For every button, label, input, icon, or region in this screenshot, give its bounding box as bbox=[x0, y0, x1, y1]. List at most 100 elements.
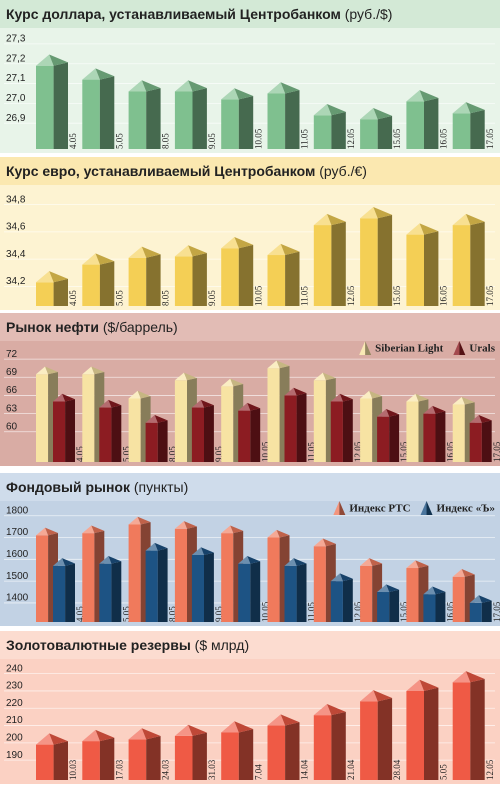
bar bbox=[36, 744, 54, 780]
bar bbox=[313, 225, 332, 306]
x-tick-label: 5.05 bbox=[121, 446, 131, 462]
bar-cap-side bbox=[461, 396, 475, 405]
x-tick-label: 12.05 bbox=[353, 601, 363, 622]
bar bbox=[452, 225, 471, 306]
bar-side bbox=[470, 678, 485, 780]
bar-cap-side bbox=[293, 387, 307, 396]
bar-side bbox=[377, 115, 393, 149]
chart-title: Курс евро, устанавливаемый Центробанком … bbox=[6, 163, 367, 179]
x-tick-label: 21.04 bbox=[346, 759, 356, 780]
bar-cap bbox=[174, 521, 187, 529]
bar-cap bbox=[452, 102, 471, 114]
bar-cap bbox=[82, 729, 100, 742]
chart-title: Фондовый рынок (пункты) bbox=[6, 479, 188, 495]
bar-cap-side bbox=[432, 405, 446, 414]
title-text: Курс доллара, устанавливаемый Центробанк… bbox=[6, 6, 341, 22]
y-tick-label: 1700 bbox=[6, 527, 29, 538]
title-text: Фондовый рынок bbox=[6, 479, 131, 495]
bar-cap-side bbox=[62, 393, 75, 402]
x-tick-label: 9.05 bbox=[214, 606, 224, 622]
panel-header bbox=[0, 157, 500, 185]
bar-side bbox=[53, 62, 68, 149]
panel-header bbox=[0, 313, 500, 341]
bar bbox=[221, 732, 239, 780]
bar-cap-side bbox=[293, 558, 307, 566]
bar-cap-side bbox=[141, 728, 161, 740]
y-tick-label: 34,8 bbox=[6, 194, 26, 205]
bar bbox=[53, 401, 66, 462]
bar bbox=[406, 401, 419, 462]
bar-side bbox=[99, 737, 115, 780]
bar-cap-side bbox=[478, 414, 492, 423]
bar bbox=[469, 422, 482, 462]
bar-cap-side bbox=[230, 378, 244, 387]
bar-cap bbox=[128, 246, 147, 258]
bar-cap bbox=[238, 402, 251, 411]
x-tick-label: 15.05 bbox=[399, 601, 409, 622]
bar-cap-side bbox=[91, 525, 105, 534]
bar-cap bbox=[221, 721, 239, 733]
y-tick-label: 27,3 bbox=[6, 34, 26, 45]
bar-cap-side bbox=[95, 729, 115, 742]
y-tick-label: 200 bbox=[6, 732, 23, 743]
bar bbox=[221, 248, 239, 306]
bar-side bbox=[342, 578, 353, 622]
x-tick-label: 15.05 bbox=[399, 441, 409, 462]
panel-header bbox=[0, 631, 500, 659]
x-tick-label: 16.05 bbox=[445, 441, 455, 462]
bar-cap bbox=[406, 560, 419, 569]
bar-side bbox=[157, 420, 168, 462]
bar bbox=[36, 65, 54, 149]
x-tick-label: 4.05 bbox=[68, 133, 78, 149]
bar-cap bbox=[174, 80, 193, 92]
y-tick-label: 1600 bbox=[6, 549, 29, 560]
x-tick-label: 11.05 bbox=[300, 286, 310, 306]
bar-cap-side bbox=[141, 246, 161, 258]
chart-panel: Рынок нефти ($/баррель) 60 63 66 69 72 4.05 5.0… bbox=[0, 313, 500, 466]
bar-side bbox=[111, 405, 122, 462]
bar-side bbox=[377, 214, 393, 306]
bar-cap bbox=[82, 253, 100, 265]
bar-side bbox=[146, 254, 161, 306]
bar-cap-side bbox=[45, 366, 58, 375]
bar-cap-side bbox=[322, 538, 336, 547]
bar-cap-side bbox=[327, 213, 346, 226]
bar-side bbox=[424, 687, 439, 780]
bar bbox=[406, 690, 424, 780]
bar-cap-side bbox=[373, 108, 393, 120]
bar bbox=[82, 741, 100, 780]
bar bbox=[313, 546, 326, 622]
bar bbox=[82, 264, 100, 306]
bar-side bbox=[157, 548, 168, 622]
bar-cap bbox=[267, 360, 280, 369]
bar-cap bbox=[174, 372, 187, 381]
bar-cap-side bbox=[183, 372, 197, 381]
bar-side bbox=[470, 221, 485, 306]
bar bbox=[174, 380, 187, 462]
bar-cap-side bbox=[478, 595, 492, 603]
bar bbox=[360, 119, 378, 149]
bar-side bbox=[285, 90, 300, 149]
bar bbox=[267, 93, 286, 149]
bar-cap bbox=[406, 223, 424, 235]
chart-title: Курс доллара, устанавливаемый Центробанк… bbox=[6, 6, 392, 22]
bar-cap-side bbox=[95, 253, 115, 265]
bar-side bbox=[389, 414, 400, 462]
x-tick-label: 17.03 bbox=[114, 759, 124, 780]
x-tick-label: 10.05 bbox=[253, 285, 263, 306]
chart-panel: Курс доллара, устанавливаемый Центробанк… bbox=[0, 0, 500, 153]
y-tick-label: 1800 bbox=[6, 505, 29, 516]
bar-cap-side bbox=[373, 207, 393, 219]
y-tick-label: 34,4 bbox=[6, 249, 26, 260]
bar bbox=[360, 218, 378, 306]
title-text: Рынок нефти bbox=[6, 319, 99, 335]
bar-side bbox=[296, 393, 307, 462]
bar bbox=[36, 282, 54, 306]
bar-cap-side bbox=[415, 393, 429, 402]
bar-cap-side bbox=[339, 393, 353, 402]
bar-cap-side bbox=[465, 671, 485, 683]
bar bbox=[360, 565, 373, 622]
x-tick-label: 4.05 bbox=[68, 290, 78, 306]
bar-cap bbox=[53, 393, 66, 402]
bar-cap bbox=[36, 527, 49, 536]
